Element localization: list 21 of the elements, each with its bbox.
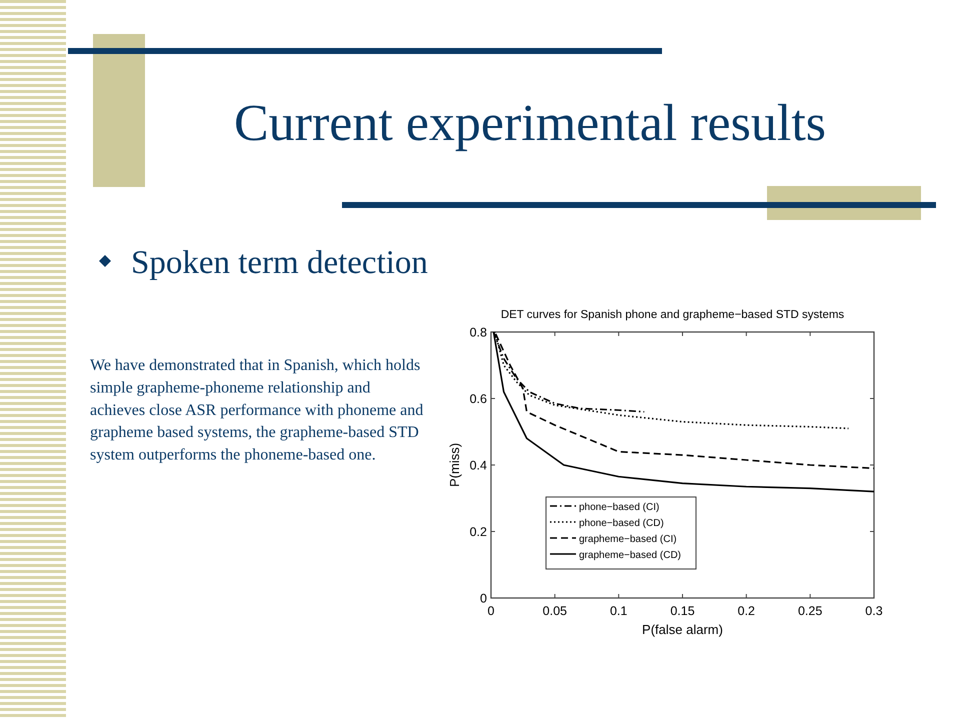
y-axis-title: P(miss) [447,442,462,488]
legend-label: phone−based (CD) [579,518,664,529]
x-tick-label: 0.1 [610,604,628,618]
x-tick-label: 0.3 [865,604,883,618]
y-tick-label: 0.4 [470,458,488,472]
x-axis-title: P(false alarm) [642,622,723,637]
text: Current experimental results [234,95,826,152]
x-tick-label: 0.15 [670,604,695,618]
x-tick-label: 0.25 [798,604,822,618]
chart-title: DET curves for Spanish phone and grapheme−based STD systems [500,309,844,321]
legend-label: grapheme−based (CI) [579,534,677,545]
x-tick-label: 0.05 [542,604,568,618]
y-tick-label: 0.8 [470,326,488,340]
legend-label: grapheme−based (CD) [579,550,681,561]
legend-label: phone−based (CI) [579,502,660,513]
text: Spoken term detection [131,245,428,281]
y-tick-label: 0.6 [470,392,488,406]
y-tick-label: 0 [480,592,488,606]
x-tick-label: 0.2 [738,604,756,618]
text: We have demonstrated that in Spanish, which holds simple grapheme-phoneme relationship and achieves close ASR performance with phoneme and grapheme based systems, the grapheme-based STD system outperforms the phoneme-based one. [90,357,424,464]
y-tick-label: 0.2 [470,525,488,539]
